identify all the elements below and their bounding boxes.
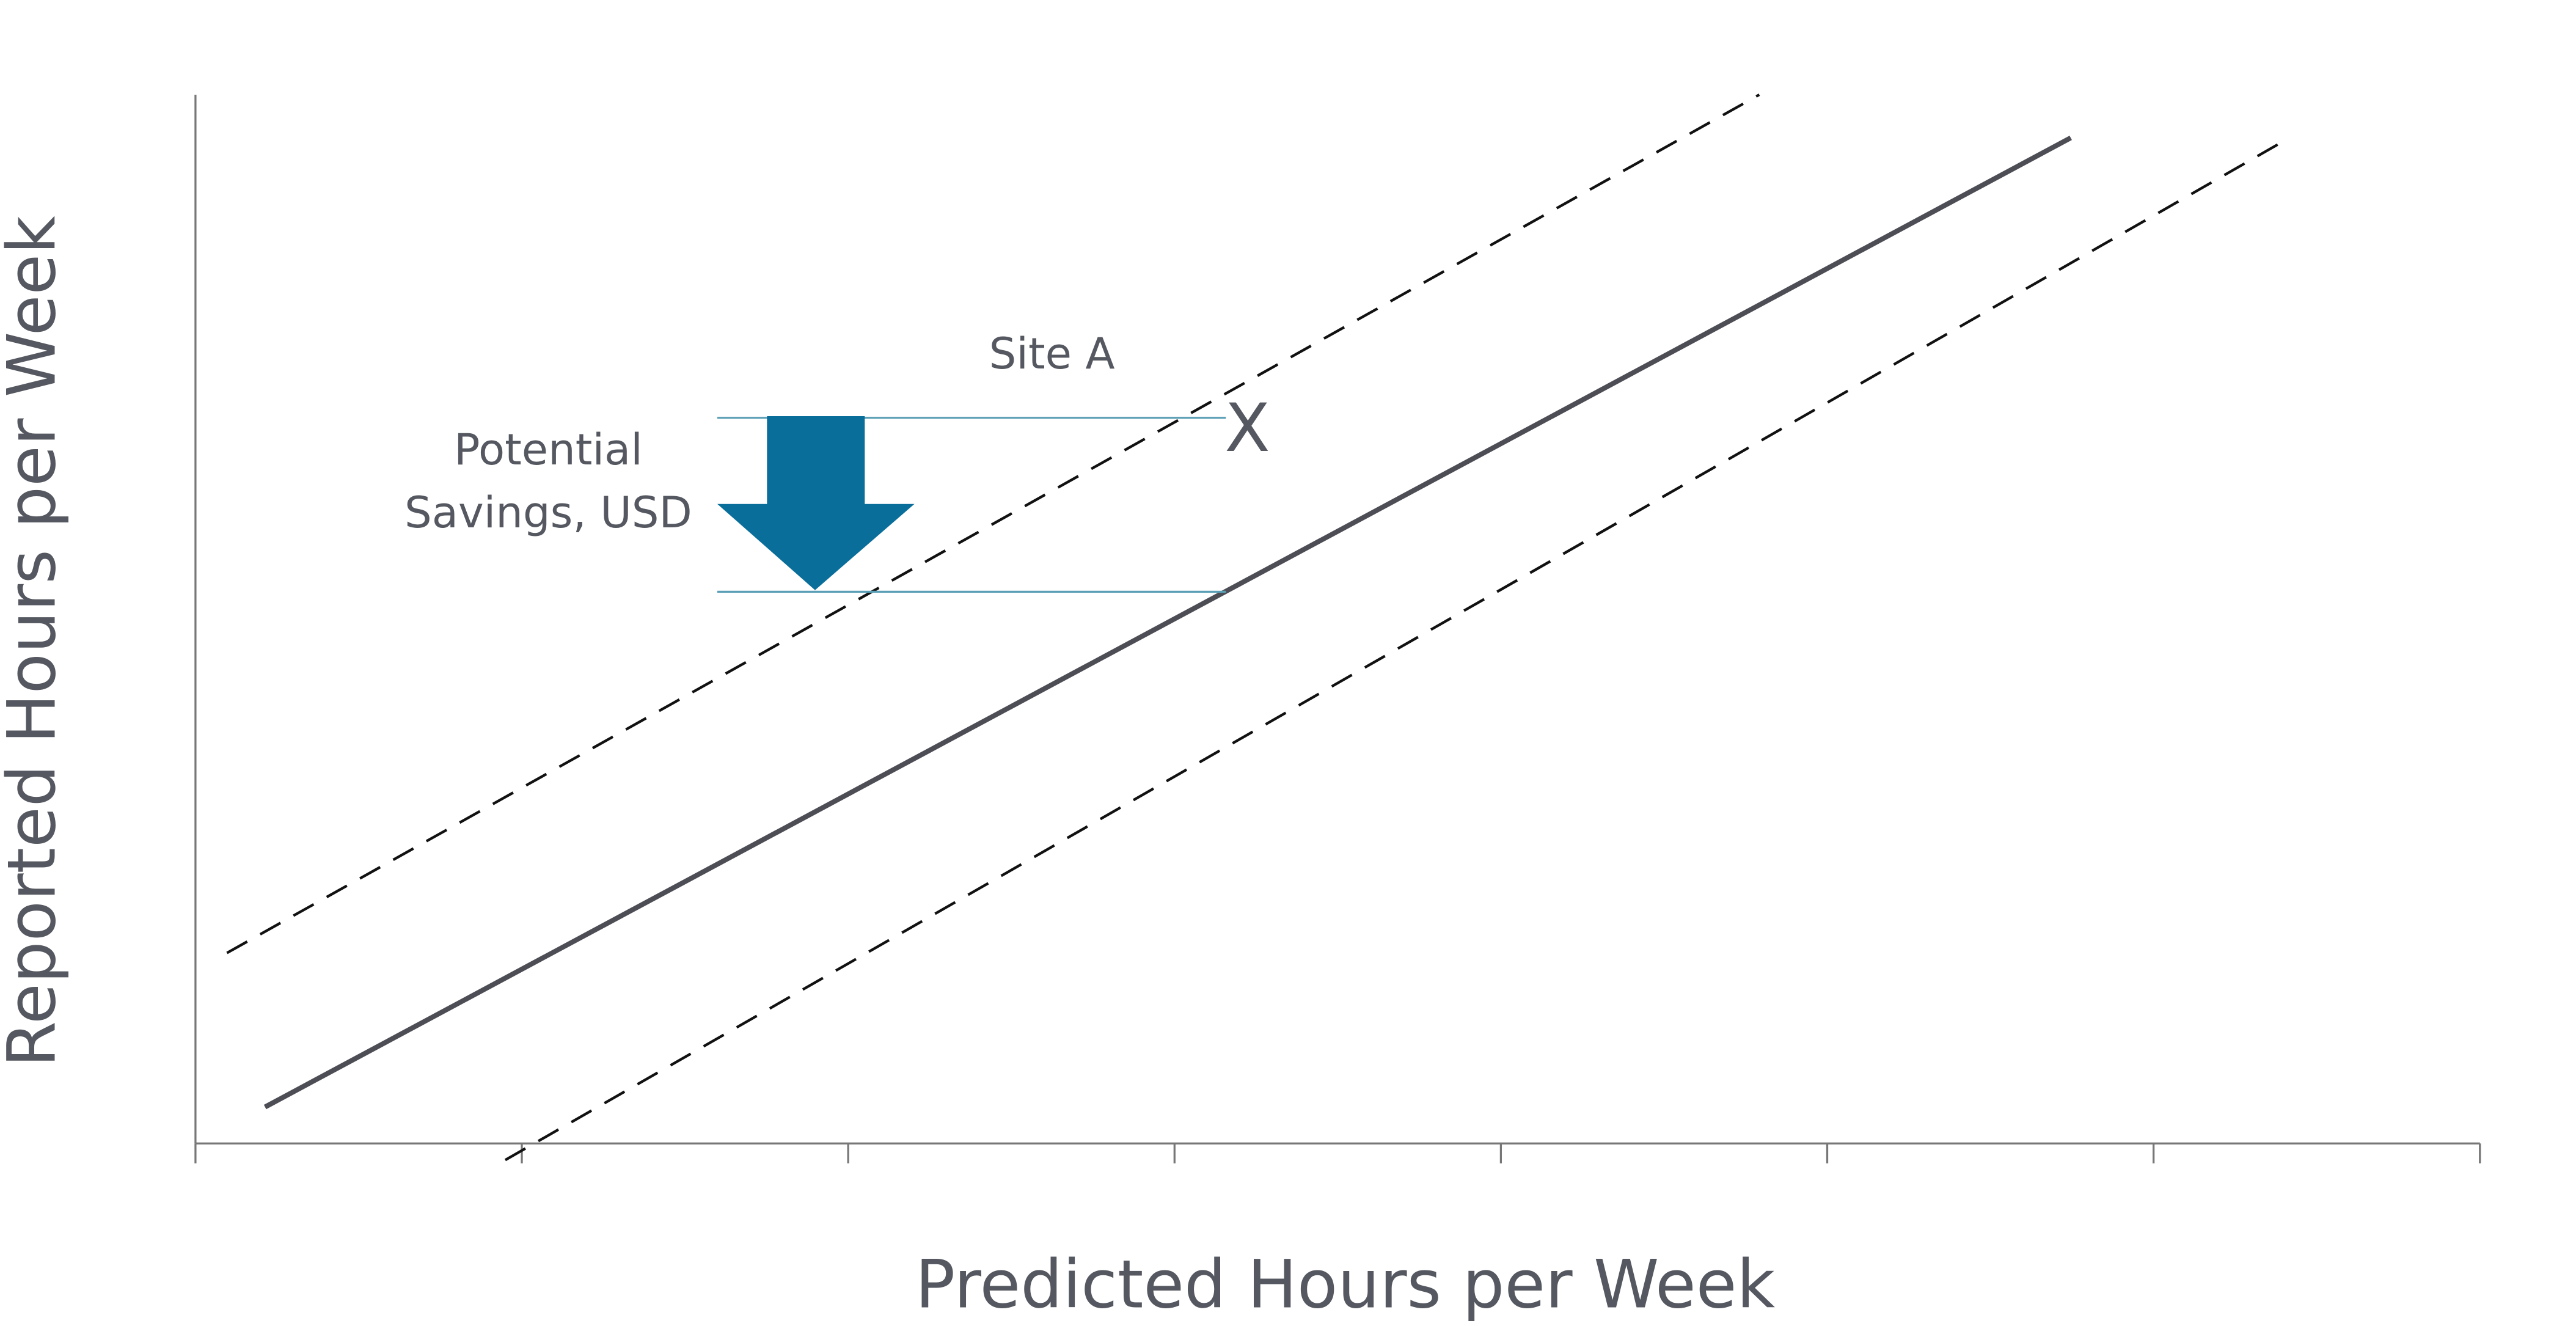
x-axis-ticks <box>194 1143 2481 1163</box>
x-axis-label: Predicted Hours per Week <box>915 1246 1776 1324</box>
y-axis-label: Reported Hours per Week <box>0 216 70 1068</box>
savings-label: Potential <box>454 425 643 475</box>
site-marker: X <box>1224 389 1270 467</box>
upper-bound-line <box>226 93 1760 954</box>
site-label: Site A <box>989 329 1115 379</box>
trend-line <box>263 135 2072 1110</box>
savings-label: Savings, USD <box>404 488 692 538</box>
savings-arrow <box>717 416 915 590</box>
lower-bound-line <box>504 136 2291 1162</box>
